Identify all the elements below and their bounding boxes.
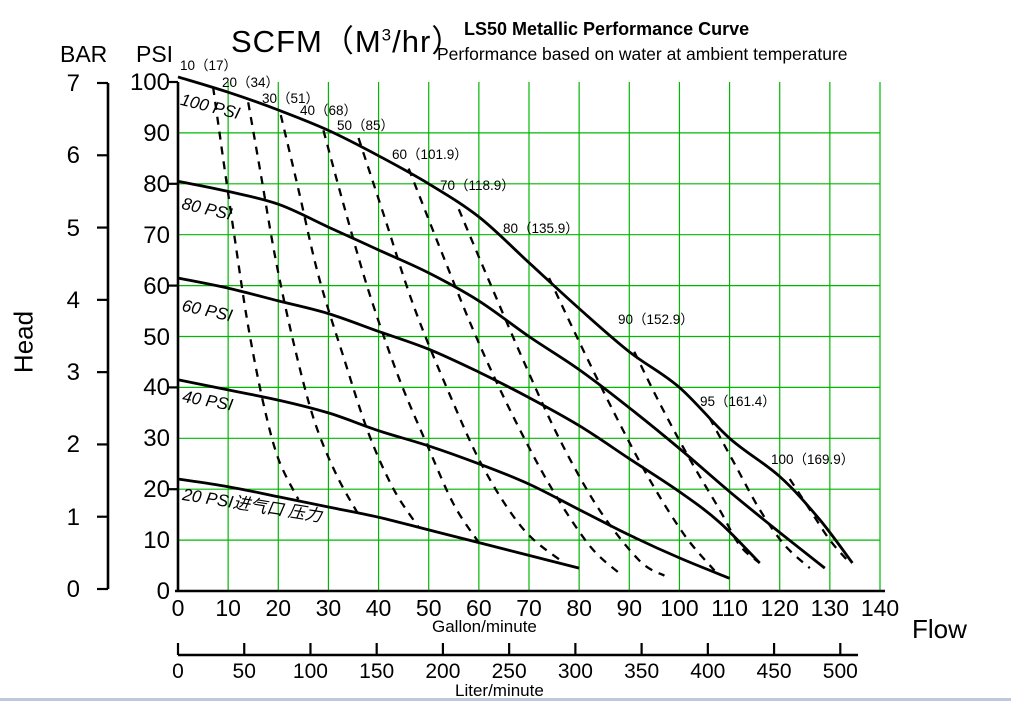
scfm-axis-title-suffix: /hr）: [392, 24, 464, 59]
psi-tick-label: 60: [143, 272, 170, 300]
psi-tick-label: 20: [143, 476, 170, 504]
gallon-axis-caption: Gallon/minute: [432, 617, 537, 636]
psi-tick-label: 40: [143, 374, 170, 402]
bar-tick-label: 4: [66, 286, 80, 314]
bar-tick-label: 7: [66, 69, 80, 97]
scfm-curve-90: [633, 351, 761, 564]
pressure-curve-40-psi: [177, 378, 731, 580]
gallon-tick-label: 70: [516, 595, 542, 621]
liter-tick-label: 200: [425, 660, 461, 683]
scfm-curve-label: 50（85）: [337, 118, 395, 133]
gallon-tick-label: 30: [315, 595, 342, 621]
head-axis-label: Head: [8, 310, 39, 374]
gallon-tick-label: 80: [566, 595, 592, 621]
psi-tick-label: 90: [143, 119, 170, 147]
liter-tick-label: 450: [756, 660, 792, 683]
psi-tick-label: 50: [143, 323, 170, 351]
scfm-curve-70: [457, 208, 665, 577]
scfm-curve-label: 60（101.9）: [392, 147, 468, 162]
liter-tick-label: 0: [172, 660, 184, 683]
gallon-tick-label: 50: [415, 595, 442, 621]
liter-tick-label: 400: [690, 660, 726, 683]
pressure-curve-100-psi: [177, 75, 854, 564]
gallon-tick-label: 60: [466, 595, 492, 621]
scfm-curve-60: [407, 168, 621, 575]
liter-tick-label: 100: [292, 660, 328, 683]
bar-tick-label: 1: [66, 503, 80, 531]
scfm-curve-95: [708, 417, 811, 569]
bar-tick-label: 5: [66, 214, 80, 242]
scfm-axis-title-sup: 3: [381, 25, 393, 45]
scfm-curve-label: 100（169.9）: [771, 452, 855, 467]
flow-axis-label: Flow: [912, 614, 967, 644]
liter-axis-caption: Liter/minute: [455, 681, 544, 700]
gallon-tick-label: 100: [660, 595, 699, 621]
bar-tick-label: 6: [66, 142, 80, 170]
scfm-curve-label: 70（118.9）: [440, 178, 515, 193]
scfm-curve-10: [211, 86, 300, 500]
liter-tick-label: 350: [624, 660, 660, 683]
scfm-curve-20: [247, 102, 360, 516]
scfm-curve-label: 20（34）: [222, 75, 280, 90]
scfm-curve-label: 80（135.9）: [503, 221, 579, 236]
scfm-axis-title-text: SCFM（M: [231, 24, 382, 59]
liter-tick-label: 300: [557, 660, 593, 683]
psi-tick-label: 100: [129, 69, 170, 96]
gallon-tick-label: 0: [171, 595, 185, 621]
scfm-curve-label: 90（152.9）: [618, 312, 694, 327]
liter-tick-label: 250: [491, 660, 527, 683]
window-edge: [0, 698, 1011, 701]
gallon-tick-label: 110: [711, 595, 748, 621]
gallon-tick-label: 130: [810, 595, 850, 621]
bar-tick-label: 0: [66, 576, 80, 603]
scfm-curve-50: [357, 137, 565, 564]
gallon-tick-label: 40: [365, 595, 392, 621]
scfm-curve-80: [548, 277, 716, 572]
pressure-curve-20-psi: [177, 477, 580, 570]
psi-tick-label: 10: [143, 527, 170, 555]
scfm-curve-label: 10（17）: [180, 58, 238, 73]
chart-title: LS50 Metallic Performance Curve: [464, 19, 750, 39]
scfm-curve-label: 30（51）: [262, 91, 320, 106]
chart-subtitle: Performance based on water at ambient te…: [437, 44, 848, 64]
scfm-curve-label: 95（161.4）: [700, 394, 776, 409]
psi-tick-label: 30: [143, 425, 170, 453]
bar-tick-label: 2: [66, 431, 80, 459]
scfm-curve-30: [279, 114, 420, 529]
psi-tick-label: 70: [143, 221, 170, 249]
liter-tick-label: 150: [359, 660, 395, 683]
gallon-tick-label: 90: [616, 595, 643, 621]
psi-tick-label: 0: [156, 578, 170, 605]
bar-axis-header: BAR: [60, 41, 108, 67]
gallon-tick-label: 20: [265, 595, 292, 621]
liter-tick-label: 50: [232, 660, 256, 683]
gallon-tick-label: 120: [760, 595, 799, 621]
scfm-axis-title: SCFM（M3/hr）: [231, 16, 463, 61]
liter-tick-label: 500: [822, 660, 858, 683]
scfm-curve-label: 40（68）: [300, 103, 358, 118]
psi-axis-header: PSI: [136, 41, 174, 67]
scfm-curve-40: [322, 130, 480, 544]
gallon-tick-label: 10: [215, 595, 241, 621]
scfm-curve-100: [788, 478, 851, 564]
gallon-tick-label: 140: [860, 595, 900, 621]
pressure-curve-80-psi: [177, 179, 826, 570]
pressure-curve-60-psi: [177, 276, 761, 564]
bar-tick-label: 3: [66, 359, 80, 387]
psi-tick-label: 80: [143, 170, 170, 198]
